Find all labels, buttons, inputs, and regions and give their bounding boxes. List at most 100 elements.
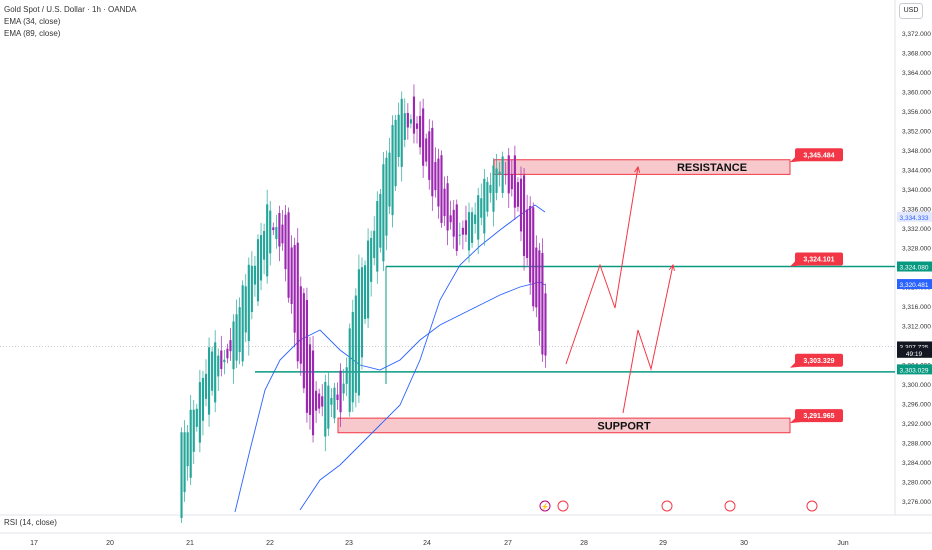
svg-text:⚡: ⚡ <box>541 502 550 511</box>
price-tick-label: 3,288.000 <box>902 441 931 448</box>
price-tick-label: 3,300.000 <box>902 382 931 389</box>
candle-body <box>241 285 244 362</box>
zones-layer: RESISTANCE SUPPORT <box>0 159 895 434</box>
candle-body <box>287 212 290 298</box>
candle-body <box>397 114 400 158</box>
price-tick-label: 3,348.000 <box>902 148 931 155</box>
candle-body <box>419 115 422 148</box>
candle-body <box>348 328 351 412</box>
price-tag-ema: 3,334.333 <box>900 215 929 222</box>
price-callout-tail <box>790 261 800 267</box>
candle-body <box>486 181 489 212</box>
rsi-legend[interactable]: RSI (14, close) <box>4 518 57 527</box>
price-tag-timer: 49:19 <box>906 351 923 358</box>
price-callout-bg <box>795 409 843 423</box>
candle-body <box>293 245 296 333</box>
projection-arrowhead <box>634 165 641 173</box>
price-labels: 3,345.484 3,324.101 3,303.329 3,291.965 <box>790 148 843 424</box>
currency-button[interactable]: USD <box>899 3 923 19</box>
candle-body <box>357 269 360 396</box>
price-tag-level: 3,324.080 <box>900 265 929 272</box>
projection-path <box>565 166 639 365</box>
candle-body <box>415 123 419 129</box>
candle-body <box>510 174 513 190</box>
event-icons[interactable]: ⚡ <box>539 500 818 512</box>
candle-body <box>400 98 403 167</box>
price-callout[interactable]: 3,324.101 <box>790 252 843 267</box>
candle-body <box>498 171 501 175</box>
candle-body <box>214 342 217 403</box>
candle-body <box>195 408 198 427</box>
price-tick-label: 3,296.000 <box>902 402 931 409</box>
candle-body <box>311 350 315 436</box>
candle-body <box>535 247 538 308</box>
candle-body <box>324 381 327 437</box>
price-tick-label: 3,276.000 <box>902 499 931 506</box>
candle-body <box>443 188 446 217</box>
candle-body <box>391 125 394 216</box>
ema34-legend[interactable]: EMA (34, close) <box>4 17 61 26</box>
candle-body <box>232 321 235 370</box>
candle-body <box>201 378 205 421</box>
candle-body <box>532 207 535 307</box>
price-callout-bg <box>795 252 843 266</box>
price-tag-level: 3,303.029 <box>900 367 929 374</box>
time-axis[interactable]: 17 20 21 22 23 24 27 28 29 30 Jun <box>0 514 932 547</box>
price-tick-label: 3,352.000 <box>902 129 931 136</box>
price-tag-bg <box>897 341 932 352</box>
candle-body <box>422 108 425 166</box>
price-tick-label: 3,312.000 <box>902 324 931 331</box>
price-callout[interactable]: 3,345.484 <box>790 148 843 163</box>
candle-body <box>385 157 388 236</box>
price-axis[interactable]: 3,372.000 3,368.000 3,364.000 3,360.000 3,35… <box>894 0 932 515</box>
price-tag-bg <box>897 364 932 375</box>
candle-body <box>425 138 428 162</box>
price-tick-label: 3,360.000 <box>902 90 931 97</box>
candle-body <box>315 390 318 411</box>
candle-body <box>250 265 253 312</box>
candle-body <box>363 265 367 320</box>
ema89-legend[interactable]: EMA (89, close) <box>4 29 61 38</box>
price-tick-label: 3,368.000 <box>902 51 931 58</box>
price-tick-label: 3,292.000 <box>902 421 931 428</box>
candle-body <box>339 370 342 413</box>
candle-body <box>266 204 269 277</box>
candle-body <box>351 311 354 403</box>
candle-body <box>211 351 214 391</box>
candle-body <box>522 175 526 256</box>
price-tag-bg <box>897 261 932 272</box>
price-callout-tail <box>790 418 800 424</box>
time-tick-label: 30 <box>740 540 748 547</box>
candle-body <box>253 265 256 285</box>
price-callout[interactable]: 3,303.329 <box>790 353 843 368</box>
candle-body <box>367 240 370 319</box>
candle-body <box>526 209 529 258</box>
price-tick-label: 3,316.000 <box>902 304 931 311</box>
price-tick-label: 3,356.000 <box>902 109 931 116</box>
time-tick-label: Jun <box>837 540 848 547</box>
candle-body <box>281 224 284 244</box>
candle-body <box>321 396 324 407</box>
candle-body <box>263 230 266 260</box>
candle-body <box>284 214 287 270</box>
candle-body <box>299 286 302 364</box>
candle-body <box>180 432 183 519</box>
price-callout[interactable]: 3,291.965 <box>790 409 843 424</box>
candle-body <box>370 237 373 282</box>
candle-body <box>434 162 437 191</box>
projection-path <box>622 264 674 414</box>
price-tick-label: 3,336.000 <box>902 207 931 214</box>
candle-body <box>480 198 483 218</box>
time-tick-label: 24 <box>423 540 431 547</box>
candle-body <box>458 234 461 236</box>
price-tick-label: 3,284.000 <box>902 460 931 467</box>
ema-34-line <box>299 204 546 511</box>
candle-body <box>464 220 468 235</box>
candle-body <box>431 127 434 197</box>
candle-body <box>330 397 333 405</box>
candle-body <box>235 314 238 361</box>
candle-body <box>247 264 250 341</box>
symbol-title: Gold Spot / U.S. Dollar · 1h · OANDA <box>4 5 137 14</box>
candle-body <box>223 359 226 363</box>
